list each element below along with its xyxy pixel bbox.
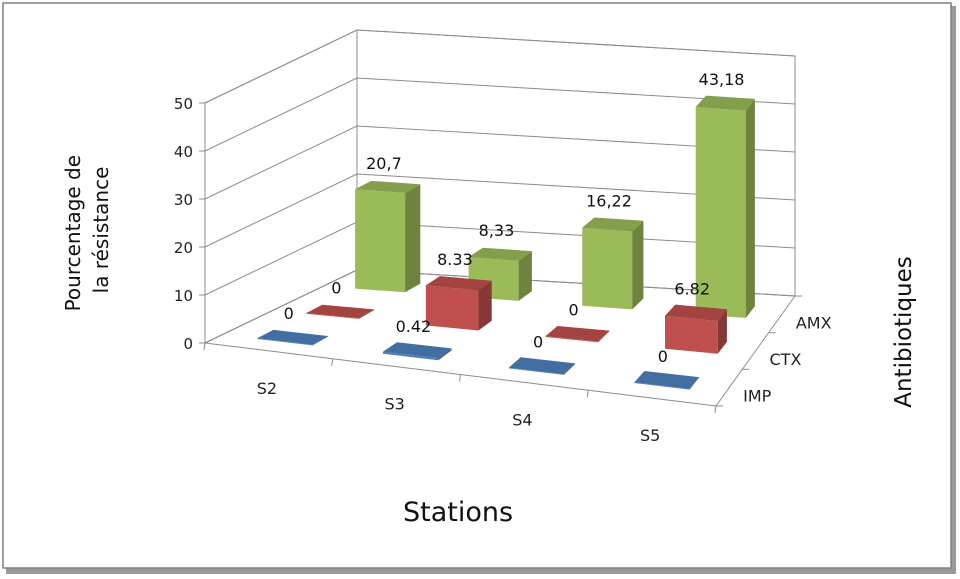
gridline — [204, 125, 796, 200]
x-tick-mark — [331, 358, 334, 366]
x-tick-mark — [586, 390, 589, 398]
y-tick-label: 40 — [174, 143, 193, 161]
bar-top-face — [508, 357, 576, 375]
data-labels: 20,7 8,33 16,22 43,18 0 8.33 0 6.82 0 0.42 0 0 — [284, 70, 745, 366]
bar-side-face — [563, 363, 576, 375]
x-tick-label: S2 — [257, 379, 277, 398]
bar-top-face — [634, 371, 699, 389]
bar-top-face — [665, 304, 727, 322]
bar-side-face — [745, 98, 755, 319]
data-label: 0 — [658, 347, 668, 366]
y-axis-title-line-1: Pourcentage de — [61, 155, 85, 311]
bar-top-face — [382, 342, 452, 359]
bar-front-face — [425, 285, 479, 331]
y-tick-label: 10 — [174, 287, 193, 305]
x-tick-label: S5 — [640, 426, 660, 445]
bar-ctx-s5 — [665, 304, 727, 354]
data-label: 8,33 — [479, 221, 515, 240]
bar-front-face — [382, 351, 439, 361]
bar-front-face — [257, 338, 313, 346]
gridline — [204, 29, 796, 104]
bar-side-face — [598, 330, 610, 343]
bar-front-face — [508, 367, 564, 375]
bar-front-face — [634, 382, 690, 390]
bar-top-face — [582, 217, 644, 232]
bar-ctx-s4 — [545, 326, 610, 343]
x-axis-title: Stations — [403, 497, 513, 528]
y-tick-label: 20 — [174, 239, 193, 257]
bar-amx-s5 — [695, 95, 755, 319]
y-tick-label: 30 — [174, 191, 193, 209]
bar-side-face — [358, 309, 374, 319]
y-tick-label: 50 — [174, 95, 193, 113]
data-label: 0 — [533, 333, 543, 352]
bar-front-face — [695, 107, 746, 318]
data-label: 0 — [284, 304, 294, 323]
bar-top-face — [468, 247, 532, 261]
depth-tick-label: CTX — [770, 350, 802, 369]
bar-amx-s2 — [355, 180, 421, 293]
bar-side-face — [689, 377, 699, 390]
depth-tick-label: IMP — [743, 387, 772, 406]
depth-axis-title: Antibiotiques — [891, 256, 917, 408]
bar-imp-s5 — [634, 371, 699, 390]
data-label: 16,22 — [586, 191, 632, 210]
bar-side-face — [717, 309, 727, 354]
data-label: 0 — [331, 278, 341, 297]
bar-side-face — [438, 348, 452, 361]
bar-front-face — [665, 315, 718, 354]
bar-front-face — [545, 336, 598, 343]
x-tick-mark — [714, 405, 717, 414]
bar-side-face — [312, 336, 328, 346]
bar-imp-s3 — [382, 342, 452, 361]
bar-top-face — [425, 276, 492, 291]
gridline — [204, 77, 796, 152]
data-label: 8.33 — [437, 250, 473, 269]
bar-imp-s2 — [257, 329, 328, 346]
bar-ctx-s3 — [425, 276, 492, 331]
bar-front-face — [355, 189, 406, 293]
x-tick-label: S3 — [384, 395, 404, 414]
bar-front-face — [582, 227, 633, 310]
bar-amx-s4 — [582, 217, 644, 310]
x-tick-mark — [459, 374, 461, 382]
bar-side-face — [518, 251, 532, 301]
x-tick-mark — [203, 342, 206, 351]
axes: 0 10 20 30 40 50 S2 S3 S4 S5 IMP CTX AMX — [174, 95, 832, 445]
bar-top-face — [306, 304, 374, 319]
bar-top-face — [257, 329, 328, 345]
y-tick-label: 0 — [183, 335, 193, 353]
bar-side-face — [478, 280, 492, 331]
bar-side-face — [632, 220, 644, 310]
bar-top-face — [695, 95, 755, 111]
bar-top-face — [545, 326, 610, 342]
data-label: 43,18 — [699, 70, 745, 89]
bar-ctx-s2 — [306, 304, 374, 319]
bar-front-face — [306, 313, 359, 319]
data-label: 6.82 — [674, 280, 710, 299]
bar-imp-s4 — [508, 357, 576, 375]
x-tick-label: S4 — [512, 410, 532, 429]
y-axis-title: Pourcentage de la résistance — [61, 149, 113, 312]
bar-side-face — [405, 184, 421, 293]
bar-top-face — [355, 180, 421, 193]
bars — [257, 95, 755, 390]
gridline — [204, 173, 796, 248]
data-label: 20,7 — [366, 154, 402, 173]
data-label: 0.42 — [396, 317, 432, 336]
data-label: 0 — [568, 301, 578, 320]
depth-tick-label: AMX — [796, 313, 832, 332]
y-axis-title-line-2: la résistance — [89, 167, 113, 294]
